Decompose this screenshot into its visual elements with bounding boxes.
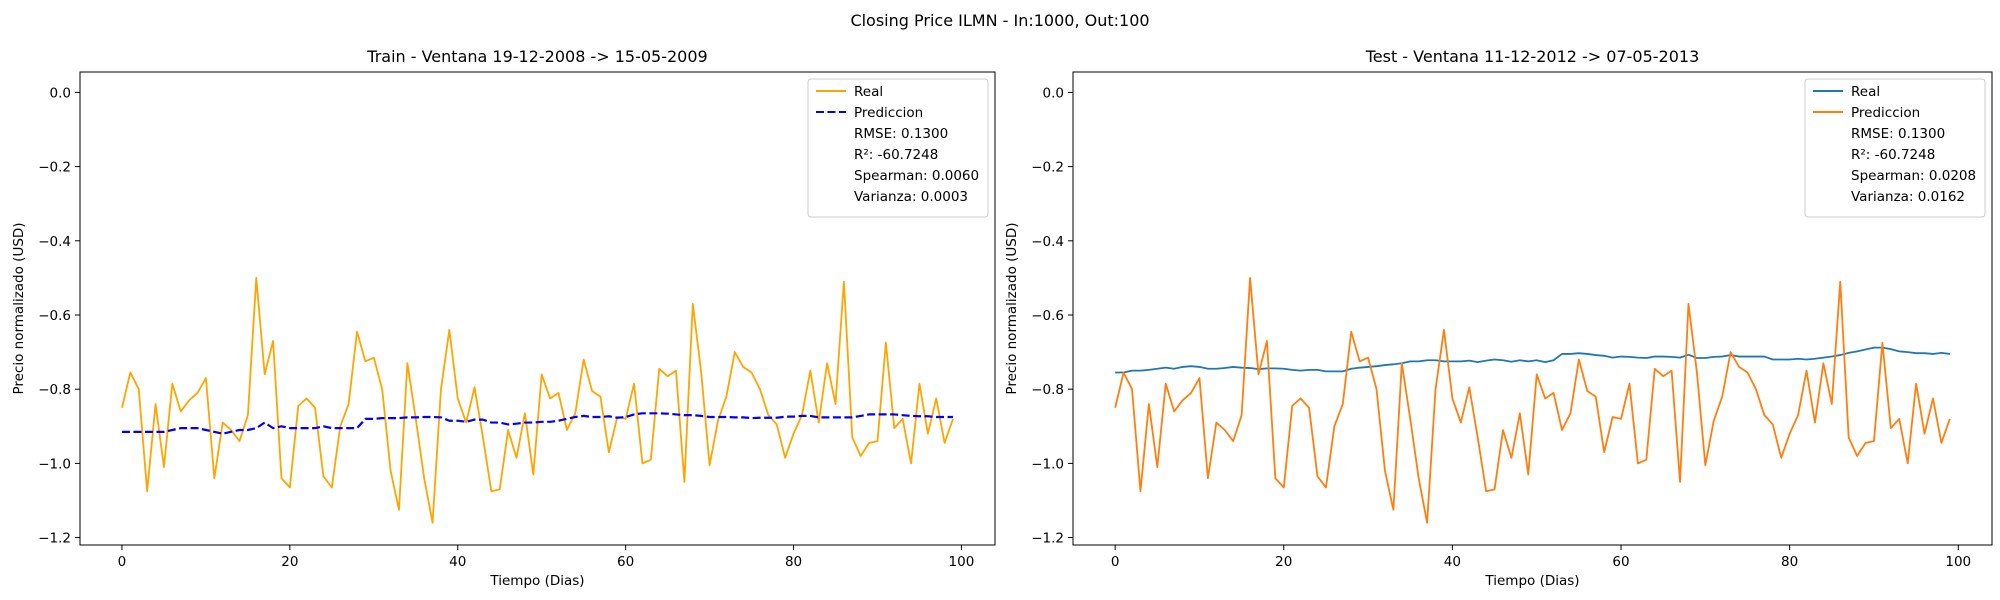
train-x-axis-label: Tiempo (Dias) — [489, 573, 584, 589]
test-y-tick-label: −1.0 — [1031, 456, 1064, 472]
train-x-tick-label: 100 — [949, 554, 975, 570]
train-y-axis-label: Precio normalizado (USD) — [11, 222, 27, 394]
test-axes-frame — [1072, 71, 1993, 546]
train-y-tick-label: −1.0 — [38, 456, 71, 472]
test-y-tick-label: −0.4 — [1031, 234, 1064, 250]
train-y-tick-label: 0.0 — [50, 85, 71, 101]
train-series-real-line — [121, 276, 954, 524]
test-panel: Test - Ventana 11-12-2012 -> 07-05-2013 0… — [1004, 47, 1993, 589]
test-series-prediccion-line — [1114, 276, 1951, 524]
test-x-tick-label: 100 — [1945, 554, 1971, 570]
train-x-tick-label: 20 — [281, 554, 298, 570]
train-chart-title: Train - Ventana 19-12-2008 -> 15-05-2009 — [366, 47, 707, 66]
test-y-tick-label: 0.0 — [1043, 85, 1064, 101]
test-legend: Real Prediccion RMSE: 0.1300 R²: -60.7248 Sp… — [1804, 78, 1986, 218]
train-y-tick-label: −0.2 — [38, 160, 71, 176]
test-legend-label-real: Real — [1851, 84, 1880, 100]
train-legend-metric: Spearman: 0.0060 — [854, 168, 979, 184]
train-x-tick-label: 0 — [118, 554, 127, 570]
test-legend-metric: Varianza: 0.0162 — [1851, 189, 1965, 205]
train-legend-metric: R²: -60.7248 — [854, 147, 938, 163]
test-legend-metric: R²: -60.7248 — [1851, 147, 1935, 163]
test-series-real-line — [1115, 346, 1950, 374]
train-panel: Train - Ventana 19-12-2008 -> 15-05-2009… — [11, 47, 996, 589]
train-legend-box — [807, 78, 989, 218]
test-y-tick-label: −0.6 — [1031, 308, 1064, 324]
test-x-axis-label: Tiempo (Dias) — [1484, 573, 1579, 589]
train-x-tick-label: 40 — [449, 554, 466, 570]
train-y-tick-label: −0.8 — [38, 382, 71, 398]
train-y-tick-label: −1.2 — [38, 531, 71, 547]
test-legend-label-prediccion: Prediccion — [1851, 105, 1920, 121]
figure-suptitle: Closing Price ILMN - In:1000, Out:100 — [850, 11, 1149, 30]
train-legend-label-real: Real — [854, 84, 883, 100]
test-y-tick-label: −0.2 — [1031, 160, 1064, 176]
train-x-tick-label: 60 — [617, 554, 634, 570]
test-x-tick-label: 20 — [1275, 554, 1292, 570]
test-chart-title: Test - Ventana 11-12-2012 -> 07-05-2013 — [1365, 47, 1700, 66]
test-y-tick-label: −0.8 — [1031, 382, 1064, 398]
test-x-tick-label: 40 — [1444, 554, 1461, 570]
train-y-tick-label: −0.4 — [38, 234, 71, 250]
test-x-tick-label: 60 — [1612, 554, 1629, 570]
test-x-tick-label: 80 — [1781, 554, 1798, 570]
train-legend-metric: RMSE: 0.1300 — [854, 126, 948, 142]
train-series-prediccion-line — [121, 412, 954, 435]
train-legend: Real Prediccion RMSE: 0.1300 R²: -60.7248 Sp… — [807, 78, 989, 218]
train-axes-frame — [79, 71, 996, 546]
train-legend-metric: Varianza: 0.0003 — [854, 189, 968, 205]
test-y-tick-label: −1.2 — [1031, 531, 1064, 547]
train-legend-label-prediccion: Prediccion — [854, 105, 923, 121]
test-x-tick-label: 0 — [1111, 554, 1120, 570]
test-legend-box — [1804, 78, 1986, 218]
test-legend-metric: RMSE: 0.1300 — [1851, 126, 1945, 142]
train-x-tick-label: 80 — [785, 554, 802, 570]
train-y-tick-label: −0.6 — [38, 308, 71, 324]
test-legend-metric: Spearman: 0.0208 — [1851, 168, 1976, 184]
test-y-axis-label: Precio normalizado (USD) — [1004, 222, 1020, 394]
